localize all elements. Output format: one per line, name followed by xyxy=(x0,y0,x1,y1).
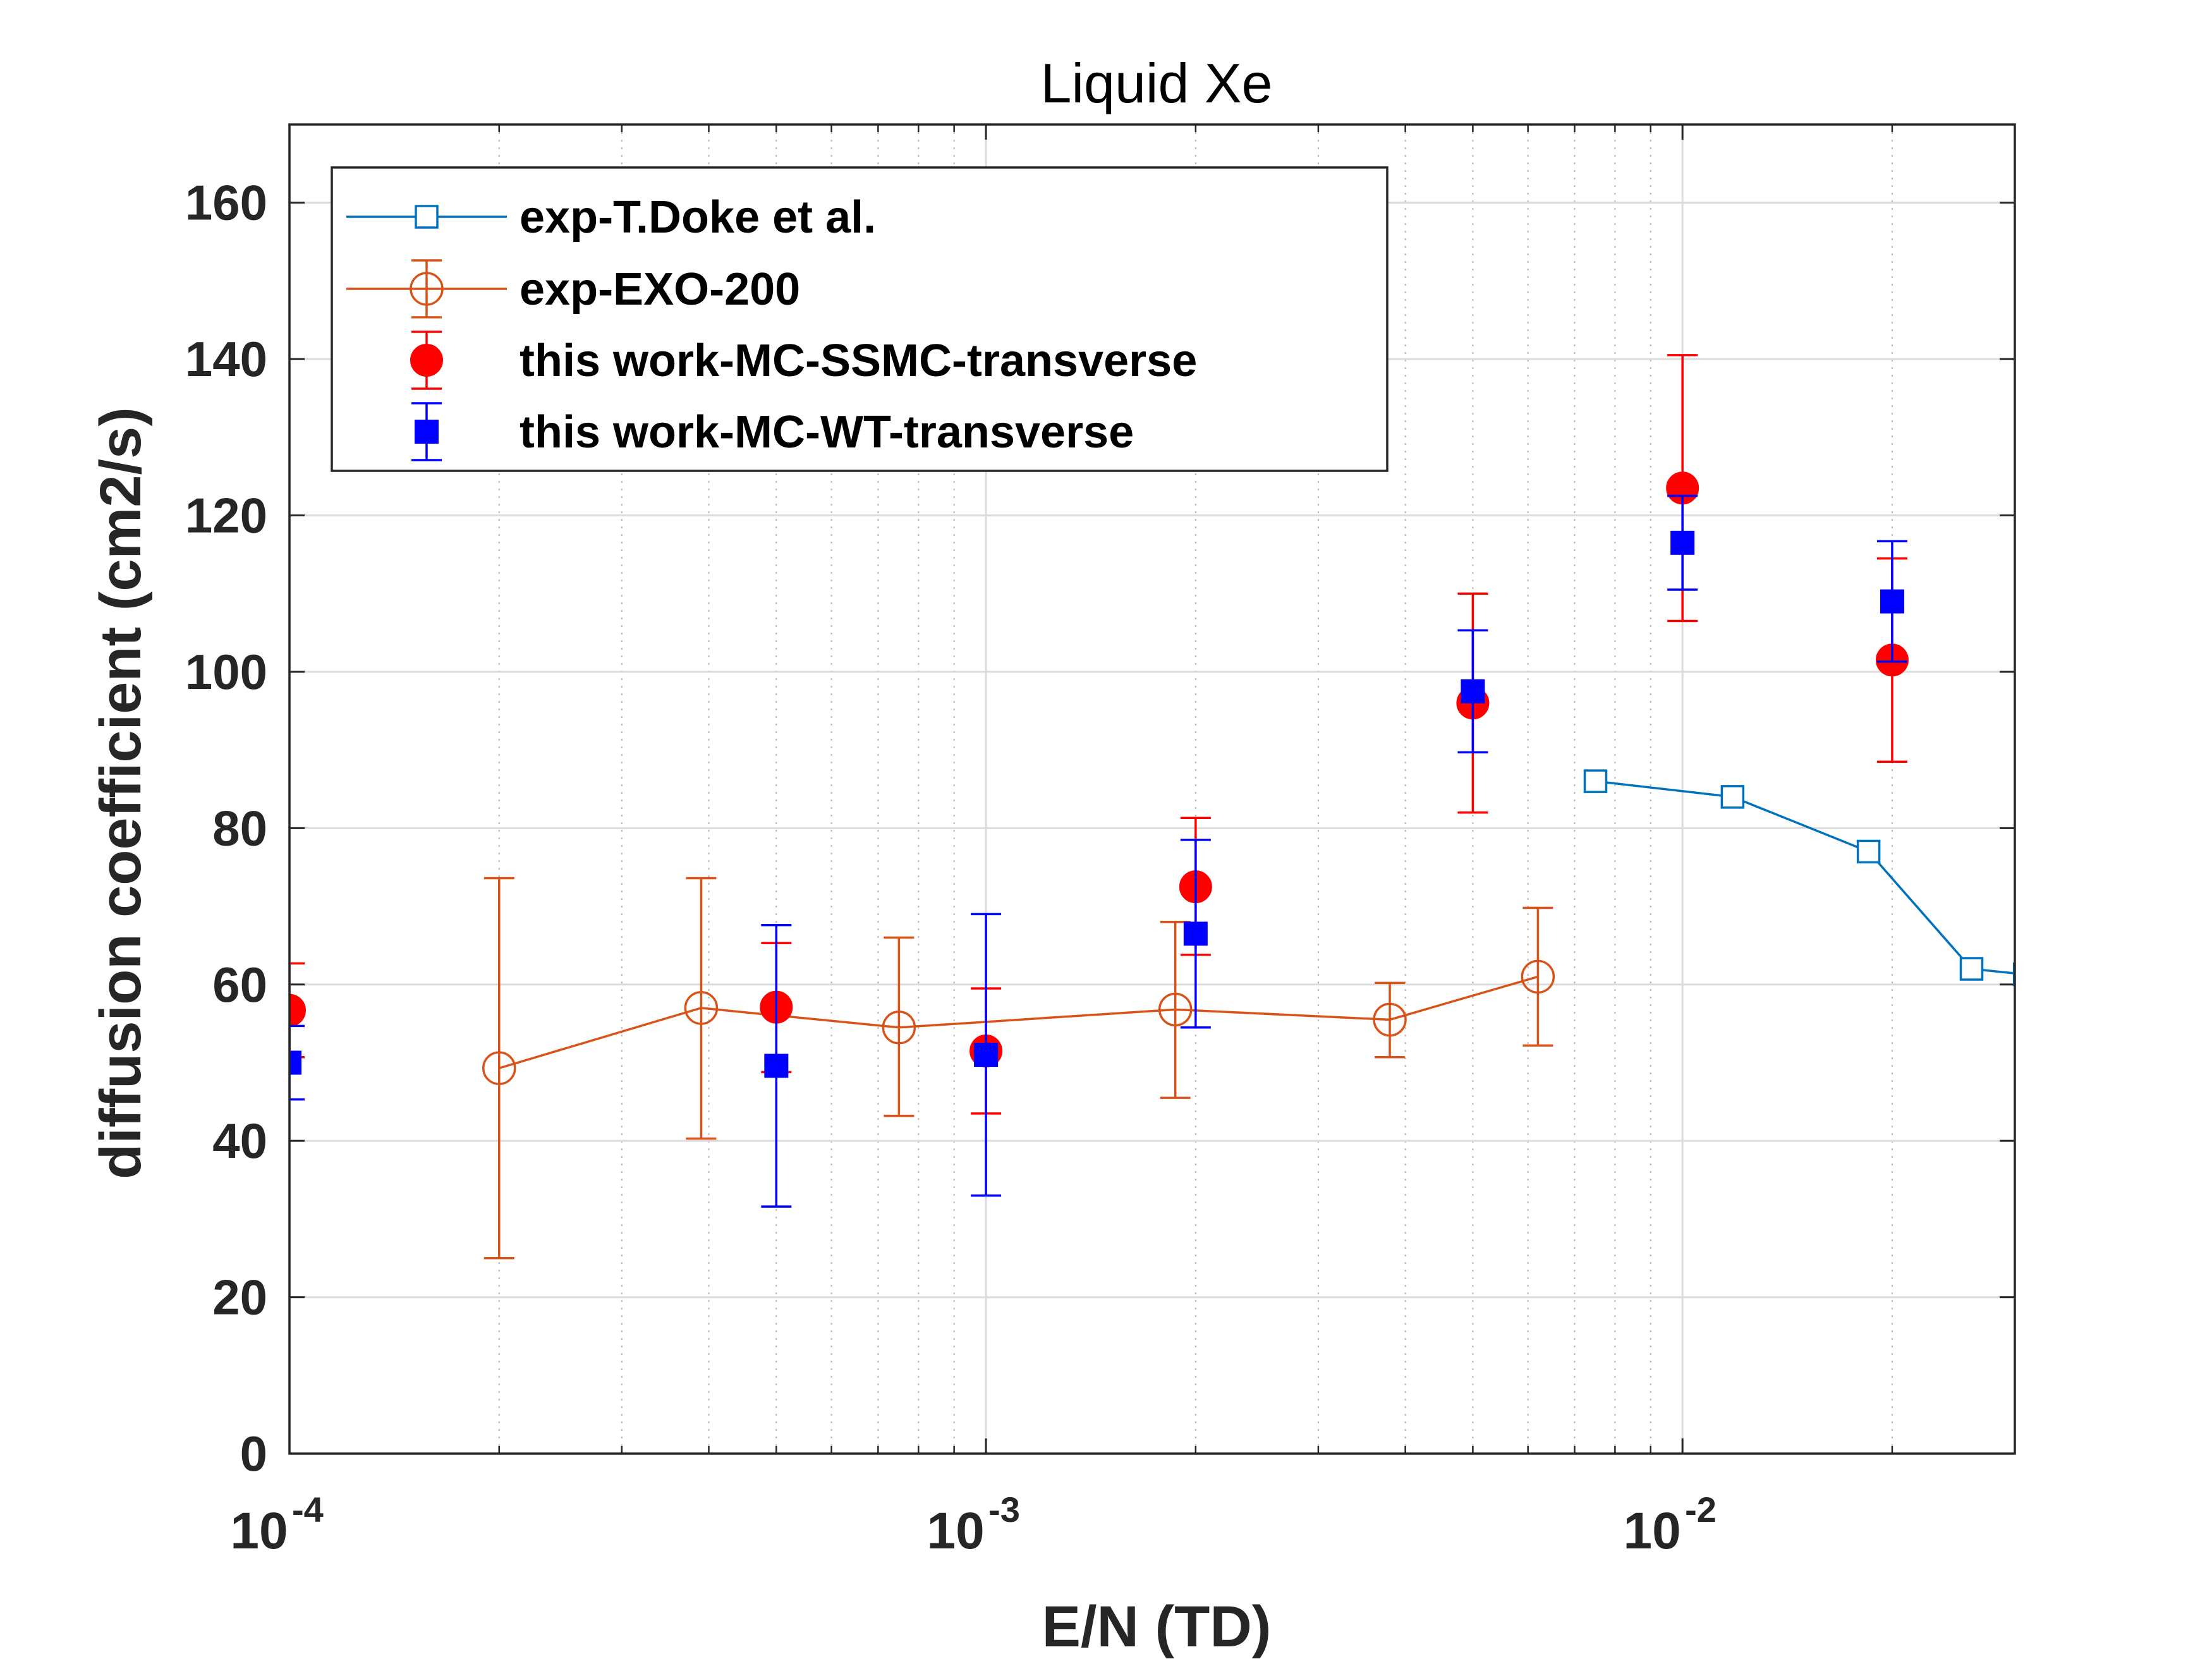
x-tick-exponent: -2 xyxy=(1685,1490,1717,1529)
data-point xyxy=(1461,679,1485,703)
data-point xyxy=(482,1051,516,1085)
data-point xyxy=(1880,589,1904,614)
y-tick-label: 120 xyxy=(185,488,267,544)
legend-entry: exp-EXO-200 xyxy=(346,259,800,319)
series-2 xyxy=(482,877,1555,1260)
x-tick-label: 10 -2 xyxy=(1624,1490,1717,1560)
x-tick-base: 10 xyxy=(927,1502,984,1560)
x-axis-label: E/N (TD) xyxy=(1042,1595,1272,1659)
y-axis-label: diffusion coefficient (cm2/s) xyxy=(88,407,153,1179)
x-tick-exponent: -4 xyxy=(292,1490,324,1529)
legend-label: this work-MC-SSMC-transverse xyxy=(520,336,1197,386)
data-point xyxy=(1583,769,1608,793)
legend-marker xyxy=(410,344,443,377)
data-point xyxy=(1720,785,1745,809)
data-point xyxy=(289,1050,301,1075)
error-bar xyxy=(483,877,514,1260)
data-point xyxy=(1521,959,1555,994)
data-point xyxy=(684,991,719,1025)
y-tick-label: 60 xyxy=(212,957,267,1012)
data-point xyxy=(289,994,306,1027)
error-bar xyxy=(884,936,915,1117)
x-tick-exponent: -3 xyxy=(988,1490,1020,1529)
series-1 xyxy=(1583,769,2015,987)
legend-marker xyxy=(415,205,439,229)
x-tick-base: 10 xyxy=(230,1502,288,1560)
error-bar xyxy=(289,1024,305,1101)
legend-entry: exp-T.Doke et al. xyxy=(346,192,876,243)
data-point xyxy=(1959,957,1984,981)
chart-title: Liquid Xe xyxy=(1041,52,1273,114)
error-bar xyxy=(1522,906,1553,1047)
data-point xyxy=(1670,530,1695,555)
axes-box xyxy=(288,123,2016,1455)
data-point xyxy=(1158,992,1193,1027)
x-tick-base: 10 xyxy=(1624,1502,1681,1560)
y-tick-label: 0 xyxy=(240,1426,267,1481)
data-point xyxy=(882,1011,916,1045)
data-layer xyxy=(289,354,2015,1260)
data-point xyxy=(1183,921,1208,946)
x-tick-label: 10 -3 xyxy=(927,1490,1019,1560)
y-tick-label: 140 xyxy=(185,331,267,387)
y-tick-label: 100 xyxy=(185,644,267,700)
data-point xyxy=(1373,1002,1407,1037)
legend-marker xyxy=(410,272,444,306)
legend-label: exp-EXO-200 xyxy=(520,264,800,315)
data-point xyxy=(1856,839,1881,864)
error-bar xyxy=(686,877,717,1140)
y-tick-label: 40 xyxy=(212,1113,267,1169)
legend-entry: this work-MC-WT-transverse xyxy=(411,402,1134,461)
data-point xyxy=(974,1043,999,1067)
legend-label: this work-MC-WT-transverse xyxy=(520,407,1134,458)
legend-marker xyxy=(415,420,439,444)
error-bar xyxy=(1375,981,1406,1059)
y-tick-label: 20 xyxy=(212,1270,267,1325)
x-tick-label: 10 -4 xyxy=(230,1490,323,1560)
data-point xyxy=(764,1054,789,1078)
y-tick-label: 160 xyxy=(185,175,267,231)
series-line xyxy=(499,975,1538,1069)
series-4 xyxy=(289,494,1907,1208)
legend-label: exp-T.Doke et al. xyxy=(520,192,876,243)
legend: exp-T.Doke et al. exp-EXO-200 this work-MC… xyxy=(331,166,1389,472)
legend-box xyxy=(331,166,1389,472)
legend-entry: this work-MC-SSMC-transverse xyxy=(410,331,1197,390)
y-tick-label: 80 xyxy=(212,800,267,856)
